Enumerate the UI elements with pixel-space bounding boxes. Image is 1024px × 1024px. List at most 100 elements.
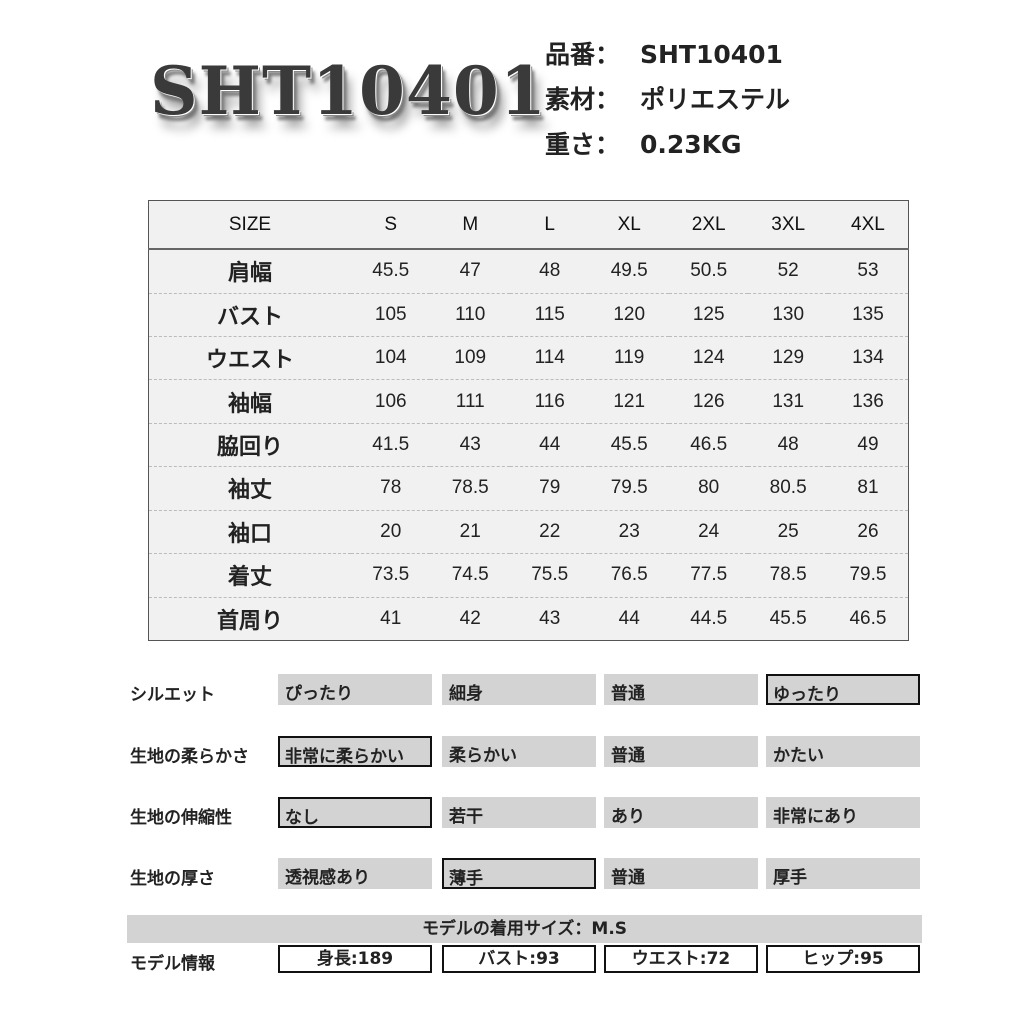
table-cell: 45.5 [351, 249, 431, 294]
row-label: 袖幅 [148, 379, 351, 424]
table-cell: 129 [748, 336, 828, 381]
rating-option: あり [604, 797, 758, 828]
table-cell: 131 [748, 379, 828, 424]
table-cell: 42 [459, 607, 481, 629]
row-label: 袖丈 [148, 466, 351, 511]
table-cell: 104 [351, 336, 431, 381]
table-cell: 125 [668, 293, 749, 337]
row-label: 首周り [216, 608, 283, 634]
rating-option: 普通 [604, 736, 758, 767]
table-cell: 111 [430, 379, 510, 424]
spec-item: 重さ： 0.23KG [545, 130, 742, 159]
spec-item: 素材： ポリエステル [545, 85, 791, 114]
size-table: SIZE S M L XL 2XL 3XL 4XL 肩幅 45.5 47 48 49.5 50.5 52 53… [148, 200, 909, 641]
table-row: 袖幅 106 111 116 121 126 131 136 [148, 379, 909, 424]
rating-option: 透視感あり [278, 858, 432, 889]
table-cell: 26 [827, 510, 909, 555]
table-cell: 20 [351, 510, 431, 555]
table-cell: 78 [351, 466, 431, 511]
table-cell: 126 [668, 379, 749, 424]
table-cell: 109 [430, 336, 510, 381]
rating-option: 普通 [604, 674, 758, 705]
column-header: S [351, 200, 431, 250]
table-cell: 43 [430, 423, 510, 468]
table-row: 首周り 41 42 43 44 44.5 45.5 46.5 [149, 597, 909, 641]
rating-option: 若干 [442, 797, 596, 828]
spec-list: 品番： SHT10401 素材： ポリエステル 重さ： 0.23KG [545, 32, 790, 167]
column-header: L [509, 200, 590, 250]
model-size-banner: モデルの着用サイズ：M.S [127, 915, 922, 943]
row-label: 袖口 [148, 510, 351, 555]
table-cell: 45.5 [589, 423, 669, 468]
table-cell: 21 [430, 510, 510, 555]
table-cell: 22 [509, 510, 590, 555]
rating-option-selected: 薄手 [442, 858, 596, 889]
table-cell: 81 [827, 466, 909, 511]
table-row: 肩幅 45.5 47 48 49.5 50.5 52 53 [148, 249, 909, 294]
table-cell: 52 [748, 249, 828, 294]
rating-option-selected: なし [278, 797, 432, 828]
rating-option: 厚手 [766, 858, 920, 889]
rating-row: 生地の厚さ 透視感あり 薄手 普通 厚手 [130, 858, 930, 890]
table-cell: 48 [748, 423, 828, 468]
model-stat: ヒップ:95 [766, 945, 920, 973]
table-cell: 121 [589, 379, 669, 424]
model-info-row: モデル情報 身長:189 バスト:93 ウエスト:72 ヒップ:95 [130, 945, 930, 975]
table-cell: 110 [430, 293, 510, 337]
table-header-row: SIZE S M L XL 2XL 3XL 4XL [148, 200, 909, 250]
table-cell: 74.5 [430, 553, 510, 598]
table-cell: 46.5 [849, 607, 887, 629]
table-cell: 25 [748, 510, 828, 555]
table-cell: 44.5 [690, 607, 728, 629]
row-label: 脇回り [148, 423, 351, 468]
table-cell: 79.5 [827, 553, 909, 598]
table-cell: 49 [827, 423, 909, 468]
table-cell: 41 [380, 607, 402, 629]
table-row: ウエスト 104 109 114 119 124 129 134 [148, 336, 909, 381]
table-cell: 45.5 [769, 607, 807, 629]
rating-option-selected: 非常に柔らかい [278, 736, 432, 767]
rating-row: 生地の柔らかさ 非常に柔らかい 柔らかい 普通 かたい [130, 736, 930, 768]
table-cell: 24 [668, 510, 749, 555]
rating-option-selected: ゆったり [766, 674, 920, 705]
row-label: 着丈 [148, 553, 351, 598]
table-cell: 116 [509, 379, 590, 424]
model-stat: ウエスト:72 [604, 945, 758, 973]
table-cell: 47 [430, 249, 510, 294]
rating-label: 生地の柔らかさ [130, 747, 249, 767]
table-cell: 44 [618, 607, 640, 629]
rating-row: 生地の伸縮性 なし 若干 あり 非常にあり [130, 797, 930, 829]
column-header: 3XL [748, 200, 828, 250]
table-cell: 134 [827, 336, 909, 381]
table-row: 脇回り 41.5 43 44 45.5 46.5 48 49 [148, 423, 909, 468]
table-row: バスト 105 110 115 120 125 130 135 [148, 293, 909, 337]
table-cell: 48 [509, 249, 590, 294]
row-label: バスト [148, 293, 351, 337]
table-cell: 124 [668, 336, 749, 381]
table-cell: 130 [748, 293, 828, 337]
spec-item: 品番： SHT10401 [545, 40, 783, 69]
table-cell: 80 [668, 466, 749, 511]
rating-option: かたい [766, 736, 920, 767]
table-row: 袖口 20 21 22 23 24 25 26 [148, 510, 909, 555]
table-cell: 46.5 [668, 423, 749, 468]
table-cell: 79.5 [589, 466, 669, 511]
column-header: 4XL [827, 200, 909, 250]
row-label: 肩幅 [148, 249, 351, 294]
table-cell: 43 [539, 607, 561, 629]
table-cell: 23 [589, 510, 669, 555]
table-cell: 80.5 [748, 466, 828, 511]
table-cell: 120 [589, 293, 669, 337]
rating-option: 非常にあり [766, 797, 920, 828]
table-cell: 75.5 [509, 553, 590, 598]
table-cell: 41.5 [351, 423, 431, 468]
table-row: 袖丈 78 78.5 79 79.5 80 80.5 81 [148, 466, 909, 511]
product-code-logo: SHT10401 [150, 52, 547, 130]
table-cell: 106 [351, 379, 431, 424]
table-cell: 73.5 [351, 553, 431, 598]
table-cell: 76.5 [589, 553, 669, 598]
table-cell: 136 [827, 379, 909, 424]
rating-label: 生地の厚さ [130, 869, 215, 889]
rating-option: 柔らかい [442, 736, 596, 767]
